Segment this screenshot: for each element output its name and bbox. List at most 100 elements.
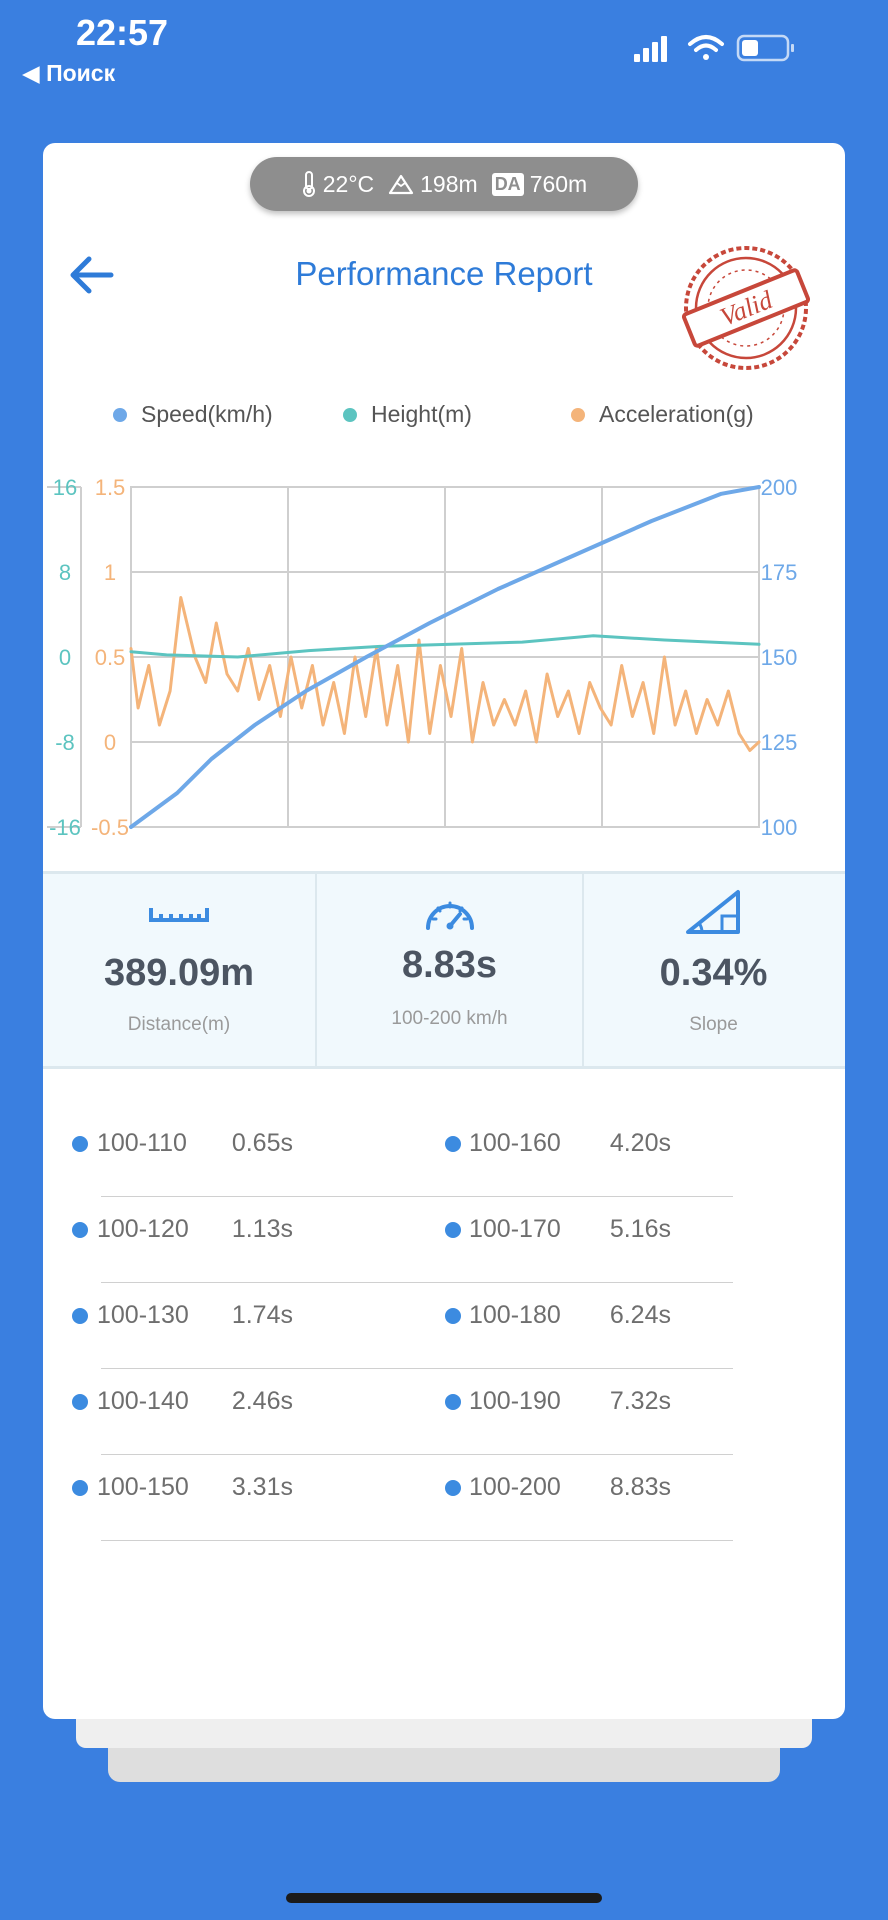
- legend-item-height: Height(m): [343, 401, 472, 428]
- split-row: 100-110 0.65s 100-160 4.20s: [43, 1111, 845, 1197]
- legend-dot-acceleration: [571, 407, 585, 422]
- legend-item-acceleration: Acceleration(g): [571, 401, 754, 428]
- speed-tick-label: 100: [761, 815, 798, 840]
- report-card: 22°C 198m DA 760m Performance Report Val…: [43, 143, 845, 1719]
- height-tick-label: 16: [53, 475, 77, 500]
- temperature-condition: 22°C: [301, 171, 374, 198]
- split-dot: [445, 1308, 461, 1324]
- acceleration-tick-label: 0: [104, 730, 116, 755]
- back-arrow-icon[interactable]: [63, 246, 121, 304]
- series-line-speed: [129, 485, 761, 829]
- speedometer-icon: [425, 901, 474, 930]
- split-row: 100-140 2.46s 100-190 7.32s: [43, 1369, 845, 1455]
- split-time: 5.16s: [609, 1215, 671, 1243]
- speed-tick-label: 200: [761, 475, 798, 500]
- time-stat: 8.83s 100-200 km/h: [315, 874, 584, 1066]
- split-dot: [72, 1222, 88, 1238]
- legend-dot-height: [343, 407, 357, 422]
- legend-label-height: Height(m): [371, 401, 472, 427]
- legend-dot-speed: [113, 407, 127, 422]
- split-row: 100-150 3.31s 100-200 8.83s: [43, 1455, 845, 1541]
- thermometer-icon: [302, 171, 315, 197]
- split-item-right: 100-200 8.83s: [43, 1473, 845, 1503]
- acceleration-tick-label: -0.5: [91, 815, 129, 840]
- split-dot: [445, 1136, 461, 1152]
- acceleration-tick-label: 0.5: [95, 645, 126, 670]
- chart-legend: Speed(km/h) Height(m) Acceleration(g): [65, 401, 825, 441]
- split-item-left: 100-130 1.74s: [43, 1301, 845, 1331]
- split-dot: [72, 1136, 88, 1152]
- split-divider: [101, 1540, 733, 1541]
- speed-tick-label: 125: [761, 730, 798, 755]
- altitude-condition: 198m: [388, 171, 478, 198]
- split-range: 100-140: [97, 1387, 189, 1415]
- split-time: 0.65s: [231, 1129, 293, 1157]
- split-divider: [101, 1368, 733, 1369]
- distance-stat: 389.09m Distance(m): [43, 874, 315, 1066]
- height-tick-label: -16: [49, 815, 81, 840]
- wifi-icon: [688, 35, 724, 60]
- battery-icon: [736, 34, 794, 62]
- slope-label: Slope: [689, 1014, 738, 1035]
- split-item-left: 100-110 0.65s: [43, 1129, 845, 1159]
- speed-tick-label: 150: [761, 645, 798, 670]
- legend-item-speed: Speed(km/h): [113, 401, 273, 428]
- density-altitude-value: 760m: [529, 170, 588, 197]
- split-item-right: 100-190 7.32s: [43, 1387, 845, 1417]
- stats-panel: 389.09m Distance(m) 8.83s 100-200 km/h 0…: [43, 871, 845, 1069]
- density-altitude-condition: DA 760m: [491, 170, 588, 198]
- split-divider: [101, 1454, 733, 1455]
- slope-stat: 0.34% Slope: [582, 874, 845, 1066]
- split-range: 100-170: [469, 1215, 561, 1243]
- split-item-left: 100-120 1.13s: [43, 1215, 845, 1245]
- split-item-right: 100-170 5.16s: [43, 1215, 845, 1245]
- valid-stamp: Valid: [681, 246, 811, 370]
- split-range: 100-130: [97, 1301, 189, 1329]
- split-time: 7.32s: [609, 1387, 671, 1415]
- time-label: 100-200 km/h: [391, 1008, 508, 1029]
- conditions-pill: 22°C 198m DA 760m: [250, 157, 638, 211]
- split-row: 100-130 1.74s 100-180 6.24s: [43, 1283, 845, 1369]
- temperature-value: 22°C: [322, 170, 375, 197]
- home-indicator[interactable]: [286, 1893, 602, 1903]
- page-title: Performance Report: [295, 255, 593, 292]
- series-line-acceleration: [129, 596, 761, 752]
- back-to-search-link[interactable]: ◀ Поиск: [22, 60, 116, 86]
- slope-icon: [685, 890, 740, 934]
- split-time: 2.46s: [231, 1387, 293, 1415]
- split-dot: [445, 1222, 461, 1238]
- legend-label-acceleration: Acceleration(g): [599, 401, 754, 427]
- speed-tick-label: 175: [761, 560, 798, 585]
- height-tick-label: 0: [59, 645, 71, 670]
- split-item-right: 100-180 6.24s: [43, 1301, 845, 1331]
- signal-icon: [634, 36, 667, 62]
- split-item-right: 100-160 4.20s: [43, 1129, 845, 1159]
- distance-value: 389.09m: [103, 952, 254, 994]
- split-time: 8.83s: [609, 1473, 671, 1501]
- altitude-value: 198m: [420, 170, 478, 197]
- status-icons: [634, 34, 794, 62]
- split-time: 1.74s: [231, 1301, 293, 1329]
- split-range: 100-160: [469, 1129, 561, 1157]
- split-range: 100-180: [469, 1301, 561, 1329]
- split-time: 1.13s: [231, 1215, 293, 1243]
- distance-label: Distance(m): [127, 1014, 231, 1035]
- split-item-left: 100-150 3.31s: [43, 1473, 845, 1503]
- split-range: 100-150: [97, 1473, 189, 1501]
- split-dot: [445, 1480, 461, 1496]
- slope-value: 0.34%: [659, 952, 768, 994]
- split-range: 100-200: [469, 1473, 561, 1501]
- acceleration-tick-label: 1: [104, 560, 116, 585]
- split-item-left: 100-140 2.46s: [43, 1387, 845, 1417]
- split-time: 3.31s: [231, 1473, 293, 1501]
- split-divider: [101, 1196, 733, 1197]
- split-row: 100-120 1.13s 100-170 5.16s: [43, 1197, 845, 1283]
- split-dot: [72, 1480, 88, 1496]
- legend-label-speed: Speed(km/h): [141, 401, 273, 427]
- split-range: 100-110: [97, 1129, 187, 1157]
- time-value: 8.83s: [401, 944, 498, 986]
- height-tick-label: 8: [59, 560, 71, 585]
- split-dot: [445, 1394, 461, 1410]
- split-divider: [101, 1282, 733, 1283]
- height-tick-label: -8: [55, 730, 75, 755]
